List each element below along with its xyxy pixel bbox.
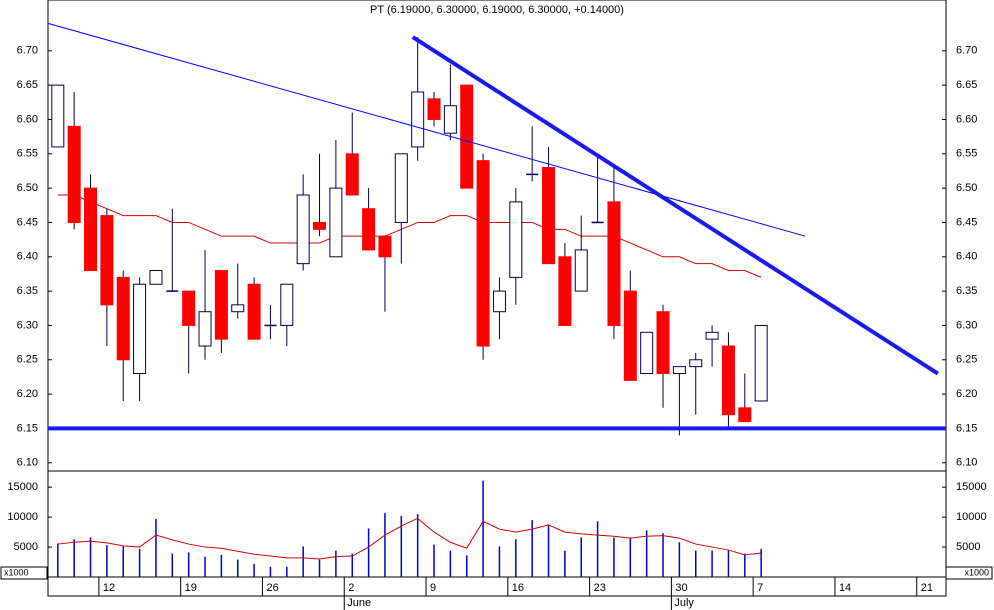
candle-body xyxy=(558,256,572,326)
candle-body xyxy=(362,208,376,251)
x-tick-label: 7 xyxy=(757,582,763,594)
candle-body xyxy=(116,276,130,361)
x-tick-label: 2 xyxy=(348,582,354,594)
y-tick-label-right: 6.40 xyxy=(956,251,977,263)
y-tick-label: 6.10 xyxy=(17,457,38,469)
y-tick-label-right: 6.35 xyxy=(956,285,977,297)
candle-body xyxy=(607,201,621,326)
candle-body xyxy=(51,84,65,148)
x-tick-label: 26 xyxy=(266,582,278,594)
candle-body xyxy=(84,187,98,272)
y-tick-label: 6.55 xyxy=(17,148,38,160)
y-tick-label-right: 6.30 xyxy=(956,319,977,331)
y-tick-label-right: 6.15 xyxy=(956,422,977,434)
x-tick-label: 30 xyxy=(675,582,687,594)
candle-body xyxy=(754,324,768,402)
y-tick-label-right: 10000 xyxy=(956,511,987,523)
candle-body xyxy=(345,153,359,196)
candle-body xyxy=(427,98,441,120)
y-tick-label: 6.50 xyxy=(17,182,38,194)
y-tick-label-right: 6.25 xyxy=(956,354,977,366)
y-tick-label: 6.45 xyxy=(17,216,38,228)
y-tick-label: 6.40 xyxy=(17,251,38,263)
unit-box xyxy=(945,566,993,580)
unit-label: x1000 xyxy=(4,567,29,577)
y-tick-label-right: 15000 xyxy=(956,481,987,493)
candle-body xyxy=(394,153,408,223)
trend-line xyxy=(411,35,939,376)
y-tick-label: 6.15 xyxy=(17,422,38,434)
x-tick-label: 21 xyxy=(921,582,933,594)
candle-body xyxy=(247,283,261,340)
x-tick-label: 12 xyxy=(103,582,115,594)
candle-body xyxy=(182,290,196,326)
candle-body xyxy=(100,215,114,306)
month-label: July xyxy=(674,597,694,609)
candle-body xyxy=(542,167,556,265)
volume-average xyxy=(57,517,762,560)
unit-box xyxy=(0,566,48,580)
y-tick-label: 6.35 xyxy=(17,285,38,297)
y-tick-label-right: 6.55 xyxy=(956,148,977,160)
y-tick-label: 6.20 xyxy=(17,388,38,400)
x-tick-label: 19 xyxy=(185,582,197,594)
candle-body xyxy=(460,84,474,189)
chart-title: PT (6.19000, 6.30000, 6.19000, 6.30000, … xyxy=(370,4,624,16)
y-tick-label: 10000 xyxy=(7,511,38,523)
candle-body xyxy=(738,407,752,423)
moving-average xyxy=(57,194,762,278)
candle-body xyxy=(689,359,703,368)
candle-body xyxy=(443,105,457,134)
y-tick-label-right: 6.65 xyxy=(956,79,977,91)
y-tick-label-right: 6.70 xyxy=(956,45,977,57)
x-tick-label: 16 xyxy=(512,582,524,594)
candle-body xyxy=(705,331,719,340)
candle-body xyxy=(329,187,343,258)
candle-body xyxy=(574,249,588,292)
candle-body xyxy=(67,125,81,223)
candle-body xyxy=(149,270,163,285)
candle-body xyxy=(411,91,425,148)
candle-body xyxy=(640,331,654,375)
candle-body xyxy=(492,290,506,313)
y-tick-label: 6.70 xyxy=(17,45,38,57)
candle-body xyxy=(198,311,212,347)
candle-body xyxy=(280,283,294,326)
price-panel xyxy=(47,0,947,472)
candle-body xyxy=(313,221,327,230)
date-axis xyxy=(47,576,947,597)
candle-body xyxy=(133,283,147,375)
candle-body xyxy=(509,201,523,278)
candle-body xyxy=(721,345,735,416)
x-tick-label: 14 xyxy=(839,582,851,594)
y-tick-label: 6.30 xyxy=(17,319,38,331)
y-tick-label-right: 5000 xyxy=(956,541,980,553)
candle-body xyxy=(476,160,490,347)
y-tick-label: 6.25 xyxy=(17,354,38,366)
candle-body xyxy=(214,270,228,340)
y-tick-label-right: 6.45 xyxy=(956,216,977,228)
y-tick-label-right: 6.20 xyxy=(956,388,977,400)
x-tick-label: 9 xyxy=(430,582,436,594)
y-tick-label: 5000 xyxy=(14,541,38,553)
y-tick-label: 6.65 xyxy=(17,79,38,91)
month-label: June xyxy=(347,597,371,609)
unit-label: x1000 xyxy=(964,567,989,577)
candle-body xyxy=(656,311,670,375)
candle-body xyxy=(231,304,245,313)
candle-body xyxy=(672,366,686,375)
candle-body xyxy=(296,194,310,265)
trend-line xyxy=(47,22,806,237)
candle-body xyxy=(378,235,392,258)
y-tick-label-right: 6.50 xyxy=(956,182,977,194)
y-tick-label-right: 6.60 xyxy=(956,113,977,125)
y-tick-label: 6.60 xyxy=(17,113,38,125)
y-tick-label-right: 6.10 xyxy=(956,457,977,469)
candle-body xyxy=(623,290,637,381)
volume-panel xyxy=(47,470,947,578)
x-tick-label: 23 xyxy=(594,582,606,594)
y-tick-label: 15000 xyxy=(7,481,38,493)
